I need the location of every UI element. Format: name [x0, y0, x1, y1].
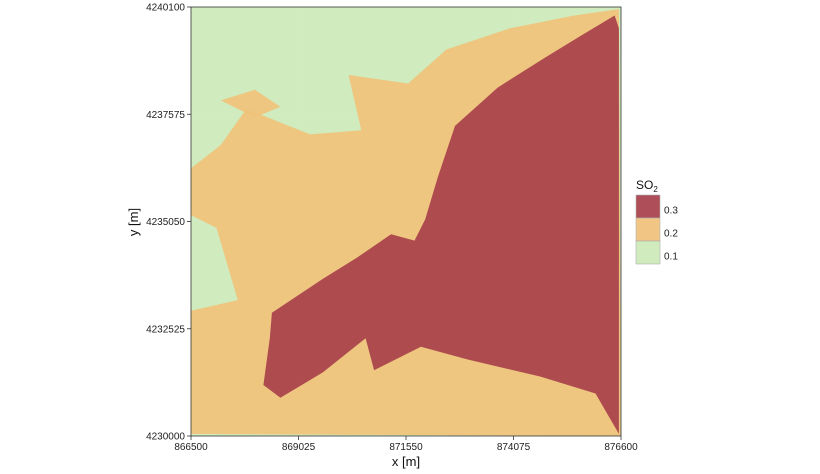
contour-region-0-2	[220, 89, 281, 118]
legend-label-0-3: 0.3	[664, 206, 678, 217]
y-tick-label: 4240100	[146, 3, 185, 14]
x-tick-label: 876600	[604, 442, 638, 453]
y-axis-title: y [m]	[126, 208, 141, 236]
contour-regions	[191, 7, 621, 436]
contour-region-0-3	[263, 15, 619, 434]
legend: SO2 0.3 0.2 0.1	[635, 178, 678, 265]
x-axis-title: x [m]	[392, 454, 420, 469]
legend-title-main: SO	[636, 178, 653, 192]
y-tick-label: 4230000	[146, 432, 185, 443]
legend-key-0-1	[635, 240, 661, 265]
legend-title: SO2	[636, 178, 658, 194]
y-tick-label: 4237575	[146, 110, 185, 121]
legend-title-subscript: 2	[653, 185, 658, 194]
legend-key-0-2	[635, 217, 661, 242]
legend-keys: 0.3 0.2 0.1	[635, 194, 678, 265]
legend-label-0-2: 0.2	[664, 229, 678, 240]
legend-label-0-1: 0.1	[664, 252, 678, 263]
x-tick-label: 874075	[497, 442, 531, 453]
y-axis: 4230000 4232525 4235050 4237575 4240100	[146, 3, 191, 443]
y-tick-label: 4235050	[146, 217, 185, 228]
x-tick-label: 871550	[389, 442, 423, 453]
x-axis: 866500 869025 871550 874075 876600	[174, 436, 638, 453]
x-tick-label: 869025	[282, 442, 316, 453]
y-tick-label: 4232525	[146, 324, 185, 335]
legend-key-0-3	[635, 194, 661, 219]
x-tick-label: 866500	[174, 442, 208, 453]
